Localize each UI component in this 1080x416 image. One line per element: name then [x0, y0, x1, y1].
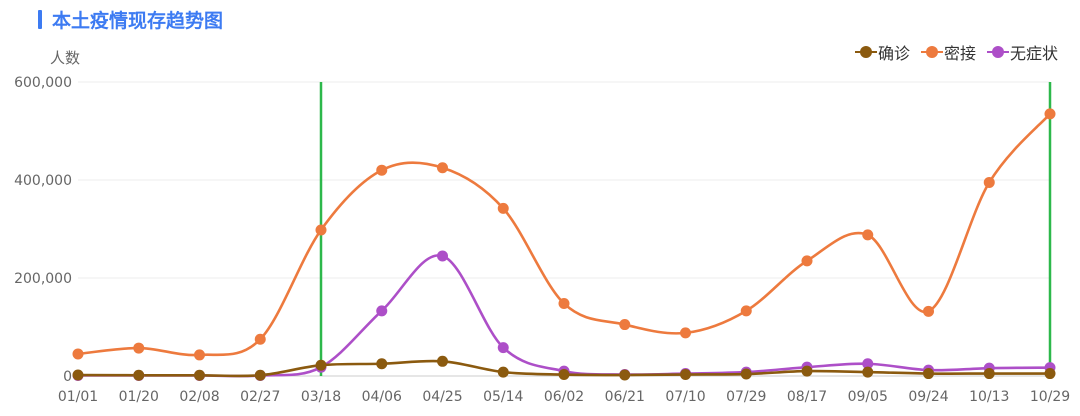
x-tick-label: 03/18 — [301, 389, 341, 405]
data-point-confirmed — [497, 366, 509, 378]
data-point-close-contact — [376, 164, 388, 176]
legend-label-close-contact: 密接 — [943, 44, 976, 63]
data-point-confirmed — [558, 369, 570, 381]
y-tick-label: 600,000 — [14, 75, 72, 91]
data-point-confirmed — [983, 368, 995, 380]
data-point-confirmed — [376, 358, 388, 370]
legend-label-confirmed: 确诊 — [877, 44, 910, 63]
data-point-confirmed — [680, 369, 691, 381]
data-point-confirmed — [194, 369, 205, 381]
legend-swatch-close-contact — [920, 46, 943, 58]
data-point-confirmed — [619, 369, 631, 381]
x-tick-label: 10/29 — [1030, 389, 1070, 405]
x-tick-label: 09/05 — [848, 389, 888, 405]
data-point-close-contact — [558, 297, 570, 309]
data-point-confirmed — [923, 368, 934, 380]
x-tick-label: 02/08 — [179, 389, 219, 405]
title-accent-bar — [38, 9, 42, 29]
data-point-asymptomatic — [437, 250, 448, 262]
data-point-close-contact — [862, 229, 874, 241]
y-tick-label: 400,000 — [14, 173, 72, 189]
data-point-close-contact — [133, 342, 145, 354]
x-tick-label: 07/29 — [726, 389, 766, 405]
data-point-close-contact — [740, 305, 752, 317]
y-axis-unit-label: 人数 — [50, 49, 81, 67]
data-point-close-contact — [497, 202, 509, 214]
data-point-confirmed — [437, 355, 448, 367]
x-tick-label: 06/21 — [605, 389, 645, 405]
x-tick-label: 02/27 — [240, 389, 280, 405]
legend-item-close-contact[interactable]: 密接 — [920, 40, 976, 64]
x-tick-label: 01/20 — [119, 389, 159, 405]
x-tick-label: 08/17 — [787, 389, 827, 405]
x-tick-label: 04/25 — [422, 389, 462, 405]
series-line-asymptomatic — [78, 254, 1051, 378]
data-point-confirmed — [72, 369, 84, 381]
legend-swatch-asymptomatic — [986, 46, 1009, 58]
legend-item-asymptomatic[interactable]: 无症状 — [986, 40, 1058, 64]
legend: 确诊 密接 无症状 — [854, 40, 1058, 64]
data-point-confirmed — [801, 365, 813, 377]
x-tick-label: 09/24 — [908, 389, 948, 405]
x-tick-label: 10/13 — [969, 389, 1009, 405]
data-point-asymptomatic — [376, 305, 388, 317]
data-point-close-contact — [254, 333, 266, 345]
y-tick-label: 200,000 — [14, 271, 72, 287]
data-point-confirmed — [315, 359, 327, 371]
legend-item-confirmed[interactable]: 确诊 — [854, 40, 910, 64]
data-point-close-contact — [315, 224, 327, 236]
data-point-close-contact — [680, 327, 691, 339]
data-point-asymptomatic — [497, 342, 509, 354]
data-point-confirmed — [254, 369, 266, 381]
data-point-close-contact — [1044, 108, 1056, 120]
data-point-close-contact — [619, 319, 631, 331]
data-point-close-contact — [194, 349, 205, 361]
data-point-close-contact — [72, 348, 84, 360]
legend-label-asymptomatic: 无症状 — [1009, 44, 1058, 63]
chart-title: 本土疫情现存趋势图 — [52, 9, 224, 32]
y-tick-label: 0 — [63, 369, 72, 385]
data-point-close-contact — [923, 305, 934, 317]
x-tick-label: 01/01 — [58, 389, 98, 405]
data-point-asymptomatic — [862, 358, 874, 370]
data-point-close-contact — [983, 176, 995, 188]
data-point-confirmed — [740, 368, 752, 380]
chart-title-row: 本土疫情现存趋势图 — [38, 6, 223, 32]
data-point-close-contact — [437, 162, 448, 174]
data-point-confirmed — [133, 369, 145, 381]
data-point-confirmed — [1044, 368, 1056, 380]
x-tick-label: 06/02 — [544, 389, 584, 405]
x-tick-label: 05/14 — [483, 389, 523, 405]
data-point-confirmed — [862, 366, 874, 378]
x-tick-label: 04/06 — [362, 389, 402, 405]
data-point-close-contact — [801, 255, 813, 267]
x-tick-label: 07/10 — [665, 389, 705, 405]
legend-swatch-confirmed — [854, 46, 877, 58]
series-line-close-contact — [77, 112, 1051, 357]
